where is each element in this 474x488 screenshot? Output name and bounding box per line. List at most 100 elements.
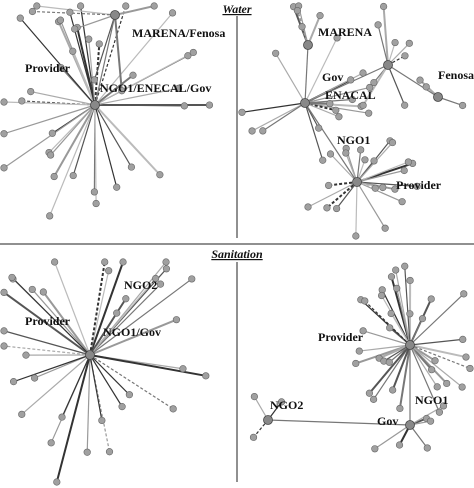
node [277,398,286,406]
edge [94,104,132,168]
node [174,84,183,92]
node [357,146,365,154]
node [90,76,99,84]
hub-node [405,420,415,430]
node [439,402,448,410]
node [333,34,341,42]
node [39,288,47,296]
node [435,408,444,416]
node [418,315,427,323]
node [9,378,18,386]
edge [383,344,411,362]
node [392,266,400,274]
hub-node [85,350,95,360]
edge [359,344,411,352]
edge [3,104,96,169]
hub-node [433,92,443,102]
edge [275,52,306,104]
node [460,290,468,298]
node-label: NGO2 [270,398,303,412]
edge [50,104,96,156]
edge [89,312,118,356]
node [47,151,55,159]
node [335,113,343,121]
edge [390,313,411,346]
edge [345,152,358,183]
node [95,40,103,48]
node [122,2,130,10]
edge [94,87,179,106]
edge [307,181,358,208]
node [205,101,214,109]
node [325,181,333,190]
edge [89,318,177,356]
edge [94,51,194,106]
node [459,335,467,344]
node [348,95,356,104]
node [66,8,74,16]
node [53,478,61,486]
node [405,39,413,47]
node [83,448,91,456]
node [113,183,121,191]
section-title: Water [222,2,251,16]
node [396,404,404,413]
edge [362,330,411,346]
node-label: Provider [318,330,364,344]
edge [253,419,269,438]
node [459,101,467,110]
node [48,129,56,137]
edge [89,354,174,410]
edge [304,64,389,104]
edge [94,104,185,107]
node [22,351,30,359]
node [381,224,389,232]
node-label: NGO1 [415,393,448,407]
node [401,101,409,109]
node [0,327,8,335]
edge [89,354,130,396]
edge [304,86,370,104]
edge [53,104,96,178]
node [118,403,126,411]
edge [241,102,306,113]
node [259,127,267,135]
node [16,14,24,22]
edge [409,338,463,346]
node [202,372,210,380]
hub-node [352,177,362,187]
node [369,395,378,403]
node [162,265,171,273]
edge [330,153,358,183]
node [401,52,409,60]
edge [94,74,134,106]
node [319,156,327,164]
edge [409,344,438,388]
node-label: NGO2 [124,278,157,292]
node [98,416,106,425]
node [31,374,39,382]
node [118,87,126,95]
node [188,275,196,283]
edge [3,104,96,135]
node [162,258,170,266]
node [377,291,386,300]
node-label: ENACAL [325,88,376,102]
node [85,35,93,43]
node [391,38,399,47]
edge [356,149,362,183]
edge [304,102,324,161]
node-label: Provider [396,178,442,192]
node [156,171,164,179]
node [156,280,165,288]
node [122,295,130,303]
node [248,127,256,135]
edge [364,300,411,346]
hub-node [263,415,273,425]
edge [89,270,110,356]
edge [80,5,96,106]
node [127,163,136,171]
node [332,106,340,114]
